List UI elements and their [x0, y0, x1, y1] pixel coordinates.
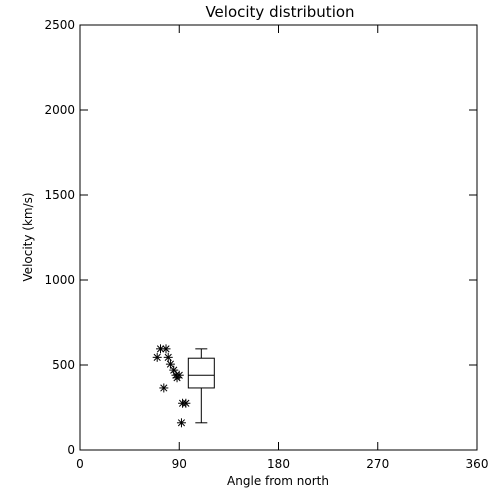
y-tick-label: 1000: [44, 273, 75, 287]
y-tick-label: 1500: [44, 188, 75, 202]
y-axis: 0 500 1000 1500 2000 2500: [44, 18, 477, 457]
data-point: [176, 418, 186, 428]
data-point: [163, 352, 173, 362]
x-tick-label: 90: [172, 457, 187, 471]
data-points: [152, 344, 191, 428]
x-tick-label: 0: [76, 457, 84, 471]
y-axis-label: Velocity (km/s): [21, 192, 35, 281]
x-axis-label: Angle from north: [227, 474, 329, 488]
data-point: [152, 352, 162, 362]
y-tick-label: 500: [52, 358, 75, 372]
box-iqr: [187, 357, 215, 389]
boxplot: [187, 348, 215, 424]
y-tick-label: 0: [67, 443, 75, 457]
data-point: [159, 383, 169, 393]
plot-frame: [79, 24, 478, 451]
chart-title: Velocity distribution: [205, 3, 354, 21]
x-tick-label: 180: [267, 457, 290, 471]
x-tick-label: 270: [366, 457, 389, 471]
y-tick-label: 2000: [44, 103, 75, 117]
y-tick-label: 2500: [44, 18, 75, 32]
data-point: [172, 373, 182, 383]
data-point: [156, 344, 166, 354]
x-tick-label: 360: [466, 457, 489, 471]
data-point: [161, 344, 171, 354]
data-point: [181, 398, 191, 408]
x-axis: 0 90 180 270 360: [76, 25, 488, 471]
